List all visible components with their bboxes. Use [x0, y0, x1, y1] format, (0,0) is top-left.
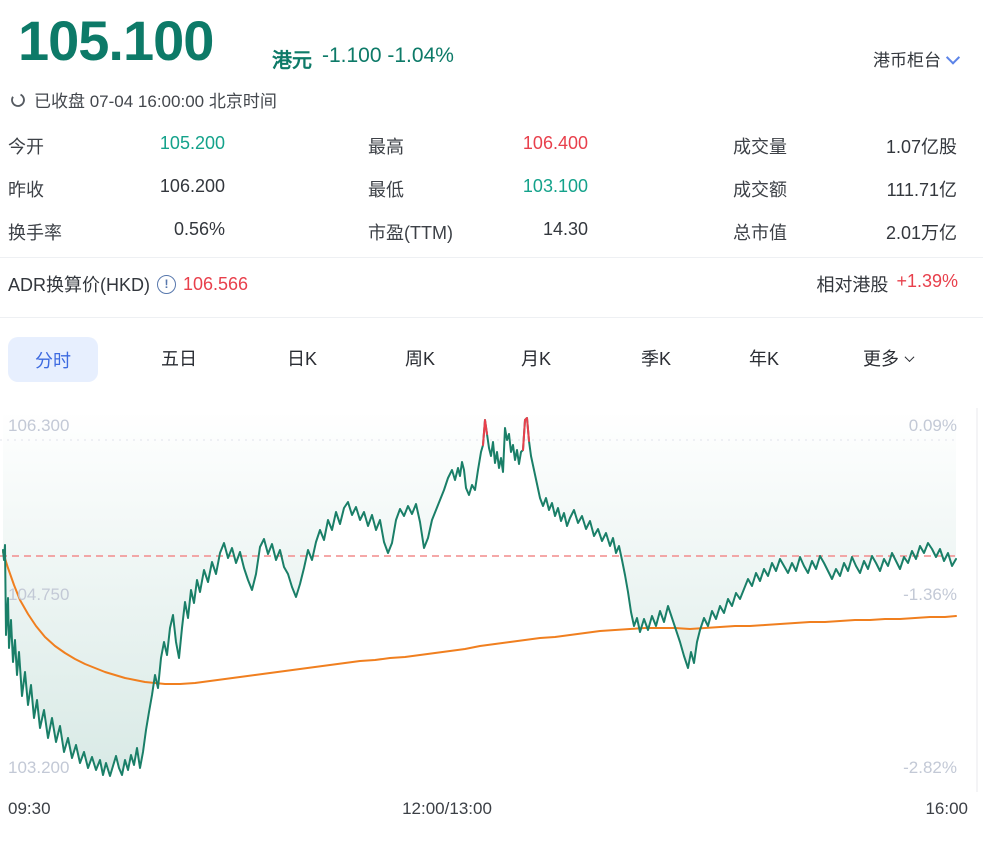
stat-value-open: 105.200	[159, 133, 225, 153]
counter-selector[interactable]: 港币柜台	[873, 46, 961, 71]
stat-label-high: 最高	[368, 137, 404, 157]
chevron-down-icon	[904, 351, 915, 362]
stat-value-prev-close: 106.200	[159, 176, 225, 196]
price-change: -1.100 -1.04%	[322, 44, 454, 67]
tab-more[interactable]: 更多	[863, 345, 915, 371]
stat-value-low: 103.100	[522, 176, 588, 196]
adr-value: 106.566	[183, 273, 249, 294]
divider	[0, 257, 983, 258]
stat-label-pe-ttm: 市盈(TTM)	[368, 223, 453, 243]
divider	[0, 317, 983, 318]
tab-weekly-k[interactable]: 周K	[404, 349, 436, 369]
adr-row: ADR换算价(HKD) ! 106.566	[8, 271, 248, 297]
market-status-text: 已收盘 07-04 16:00:00 北京时间	[34, 92, 277, 111]
current-price: 105.100	[18, 9, 214, 72]
intraday-chart[interactable]	[0, 405, 983, 805]
y-axis-label-mid-left: 104.750	[8, 585, 70, 604]
market-status-circle-icon	[11, 92, 25, 107]
y-axis-label-bottom-right: -2.82%	[903, 758, 957, 777]
chevron-down-icon	[945, 50, 961, 65]
y-axis-label-mid-right: -1.36%	[903, 585, 957, 604]
currency-label: 港元	[272, 50, 312, 72]
relative-to-hk-row: 相对港股 +1.39%	[816, 271, 958, 297]
y-axis-label-top-left: 106.300	[8, 416, 70, 435]
tab-quarterly-k[interactable]: 季K	[640, 349, 672, 369]
relative-to-hk-label: 相对港股	[816, 275, 889, 295]
y-axis-label-bottom-left: 103.200	[8, 758, 70, 777]
adr-label: ADR换算价(HKD)	[8, 275, 150, 295]
stat-value-volume: 1.07亿股	[885, 137, 957, 157]
stat-value-turnover-rate: 0.56%	[173, 219, 225, 239]
stat-value-pe-ttm: 14.30	[542, 219, 588, 239]
stat-label-prev-close: 昨收	[8, 180, 44, 200]
info-icon[interactable]: !	[157, 274, 176, 294]
x-axis-label-mid: 12:00/13:00	[402, 799, 492, 818]
tab-minute[interactable]: 分时	[8, 337, 98, 382]
tab-yearly-k[interactable]: 年K	[748, 349, 780, 369]
stat-value-turnover: 111.71亿	[886, 180, 957, 200]
stat-label-turnover-rate: 换手率	[8, 223, 62, 243]
stat-label-volume: 成交量	[733, 137, 787, 157]
tab-more-label: 更多	[863, 349, 899, 369]
x-axis-label-start: 09:30	[8, 799, 51, 818]
tab-daily-k[interactable]: 日K	[286, 349, 318, 369]
y-axis-label-top-right: 0.09%	[908, 416, 957, 435]
stat-value-market-cap: 2.01万亿	[885, 223, 957, 243]
tab-monthly-k[interactable]: 月K	[520, 349, 552, 369]
market-status: 已收盘 07-04 16:00:00 北京时间	[10, 87, 277, 112]
stat-label-market-cap: 总市值	[733, 223, 787, 243]
stat-label-turnover: 成交额	[733, 180, 787, 200]
x-axis-label-end: 16:00	[925, 799, 968, 818]
counter-selector-label: 港币柜台	[873, 51, 941, 70]
tab-five-day[interactable]: 五日	[161, 349, 197, 369]
relative-to-hk-value: +1.39%	[896, 271, 958, 291]
stat-label-low: 最低	[368, 180, 404, 200]
stat-label-open: 今开	[8, 137, 44, 157]
stat-value-high: 106.400	[522, 133, 588, 153]
